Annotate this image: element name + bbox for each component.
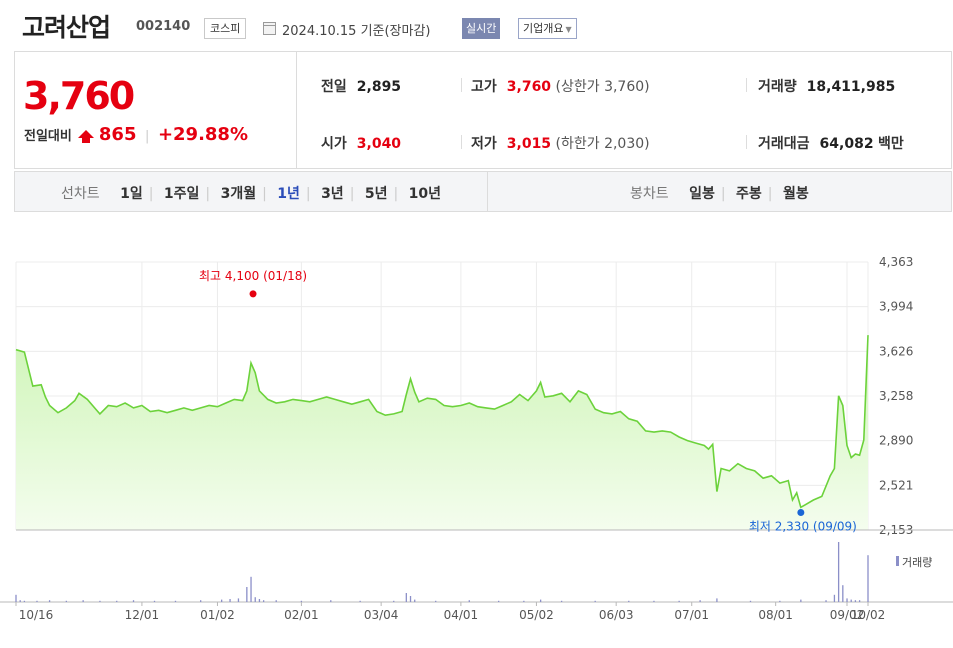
x-tick-label: 10/16 <box>19 608 54 622</box>
current-price: 3,760 <box>23 74 135 118</box>
high-annotation: 최고 4,100 (01/18) <box>199 269 307 283</box>
up-arrow-stem <box>82 137 91 143</box>
divider: | <box>349 186 355 202</box>
high-marker <box>249 290 257 298</box>
high-value: 3,760 <box>506 79 552 95</box>
x-tick-label: 10/02 <box>851 608 886 622</box>
tab-1w[interactable]: 1주일 <box>163 186 200 202</box>
divider <box>487 172 488 211</box>
open-value: 3,040 <box>356 136 402 152</box>
low-value: 3,015 <box>506 136 552 152</box>
quote-panel: 3,760 전일대비 865 | +29.88% 전일 2,895 고가 3,760… <box>14 51 952 169</box>
y-tick-label: 3,626 <box>879 344 913 358</box>
x-tick-label: 04/01 <box>444 608 479 622</box>
change-row: 전일대비 865 | +29.88% <box>24 124 248 145</box>
candle-chart-label: 봉차트 <box>630 186 669 202</box>
y-tick-label: 3,258 <box>879 389 913 403</box>
chart-tabs: 선차트 1일 | 1주일 | 3개월 | 1년 | 3년 | 5년 | 10년 봉차트 일봉… <box>14 171 952 212</box>
volume-value: 18,411,985 <box>806 79 896 95</box>
tab-3m[interactable]: 3개월 <box>220 186 257 202</box>
tab-1y[interactable]: 1년 <box>277 186 300 202</box>
high-label: 고가 <box>471 79 497 95</box>
x-tick-label: 08/01 <box>758 608 793 622</box>
tab-5y[interactable]: 5년 <box>364 186 388 202</box>
price-line <box>15 335 869 509</box>
trade-value-unit: 백만 <box>878 136 904 152</box>
high-cell: 고가 3,760 (상한가 3,760) <box>471 76 650 96</box>
divider <box>461 78 462 92</box>
change-label: 전일대비 <box>24 129 72 144</box>
tab-3y[interactable]: 3년 <box>321 186 344 202</box>
divider <box>746 135 747 149</box>
low-label: 저가 <box>471 136 497 152</box>
trade-value: 64,082 <box>819 136 874 152</box>
change-percent: +29.88% <box>157 124 248 145</box>
price-box: 3,760 전일대비 865 | +29.88% <box>15 52 297 168</box>
tab-monthly[interactable]: 월봉 <box>782 186 809 202</box>
company-overview-label: 기업개요 <box>523 22 564 35</box>
x-tick-label: 02/01 <box>284 608 319 622</box>
price-area <box>16 335 868 530</box>
change-amount: 865 <box>98 124 137 145</box>
volume-cell: 거래량 18,411,985 <box>758 76 895 96</box>
divider <box>461 135 462 149</box>
line-chart-label: 선차트 <box>61 186 100 202</box>
line-chart-tabs: 선차트 1일 | 1주일 | 3개월 | 1년 | 3년 | 5년 | 10년 <box>61 183 447 203</box>
x-tick-label: 07/01 <box>674 608 709 622</box>
volume-legend: 거래량 <box>902 556 932 569</box>
x-tick-label: 12/01 <box>125 608 160 622</box>
y-tick-label: 2,890 <box>879 434 913 448</box>
company-overview-dropdown[interactable]: 기업개요 ▼ <box>518 18 577 39</box>
tab-weekly[interactable]: 주봉 <box>736 186 762 202</box>
divider: | <box>145 129 150 144</box>
open-cell: 시가 3,040 <box>321 133 401 153</box>
x-tick-label: 01/02 <box>200 608 235 622</box>
prev-close-label: 전일 <box>321 79 347 95</box>
low-cell: 저가 3,015 (하한가 2,030) <box>471 133 650 153</box>
x-tick-label: 05/02 <box>519 608 554 622</box>
stock-code: 002140 <box>136 19 191 34</box>
trade-value-cell: 거래대금 64,082 백만 <box>758 133 904 153</box>
y-tick-label: 4,363 <box>879 255 913 269</box>
x-tick-label: 03/04 <box>364 608 399 622</box>
low-annotation: 최저 2,330 (09/09) <box>749 520 857 534</box>
tab-daily[interactable]: 일봉 <box>689 186 715 202</box>
volume-label: 거래량 <box>758 79 797 95</box>
divider: | <box>305 186 311 202</box>
y-tick-label: 3,994 <box>879 300 913 314</box>
tab-10y[interactable]: 10년 <box>408 186 442 202</box>
low-marker <box>797 509 805 517</box>
upper-limit: (상한가 3,760) <box>555 79 650 95</box>
divider: | <box>148 186 154 202</box>
x-tick-label: 06/03 <box>599 608 634 622</box>
lower-limit: (하한가 2,030) <box>555 136 650 152</box>
divider <box>746 78 747 92</box>
stock-name: 고려산업 <box>22 13 111 42</box>
prev-close-value: 2,895 <box>356 79 402 95</box>
tab-1d[interactable]: 1일 <box>120 186 143 202</box>
divider: | <box>720 186 726 202</box>
caret-down-icon: ▼ <box>565 25 572 34</box>
x-tick-label: 09/02 <box>830 608 865 622</box>
date-text: 2024.10.15 기준(장마감) <box>282 24 431 39</box>
volume-legend-swatch <box>896 556 899 566</box>
divider: | <box>262 186 267 202</box>
divider: | <box>205 186 211 202</box>
stock-header: 고려산업 002140 코스피 2024.10.15 기준(장마감) 실시간 기… <box>0 0 953 48</box>
realtime-button[interactable]: 실시간 <box>462 18 501 39</box>
divider: | <box>393 186 399 202</box>
candle-chart-tabs: 봉차트 일봉 | 주봉 | 월봉 <box>630 183 815 203</box>
open-label: 시가 <box>321 136 347 152</box>
prev-close-cell: 전일 2,895 <box>321 76 401 96</box>
trade-value-label: 거래대금 <box>758 136 810 152</box>
y-tick-label: 2,521 <box>879 478 913 492</box>
divider: | <box>767 186 773 202</box>
up-arrow-icon <box>78 130 95 138</box>
calendar-icon <box>263 22 276 35</box>
market-badge: 코스피 <box>204 18 247 39</box>
